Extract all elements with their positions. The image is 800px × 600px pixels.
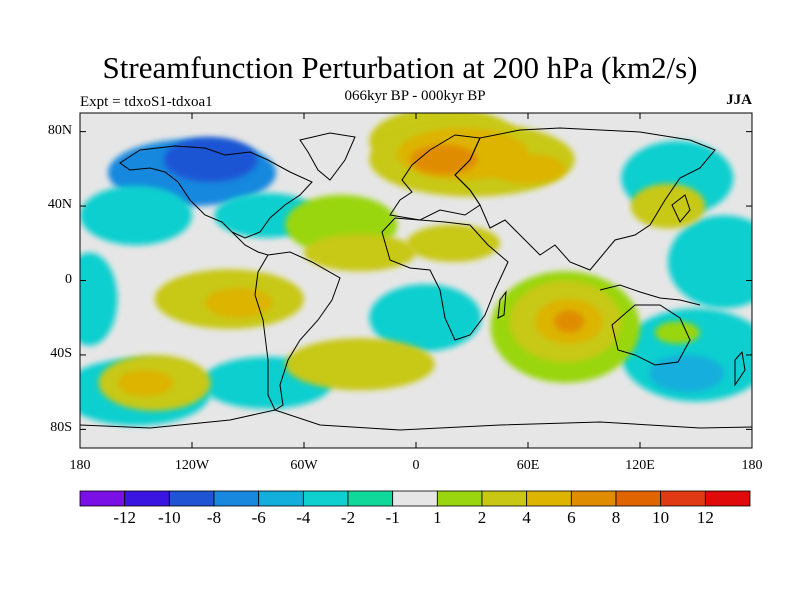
colorbar-swatch xyxy=(124,490,170,507)
field-blob xyxy=(406,224,501,262)
colorbar-swatch xyxy=(436,490,483,507)
coast-africa xyxy=(381,217,509,341)
colorbar-swatch xyxy=(704,490,751,507)
field-blob xyxy=(164,137,258,182)
colorbar-swatch xyxy=(615,490,662,507)
colorbar-swatch xyxy=(526,490,572,507)
field-blob xyxy=(304,233,416,272)
field-blob xyxy=(285,338,435,391)
lon-tick-label: 120E xyxy=(625,458,655,473)
colorbar-label: -6 xyxy=(251,508,266,527)
colorbar-label: 4 xyxy=(522,508,531,527)
colorbar-label: 2 xyxy=(477,508,487,527)
field-blob xyxy=(554,310,584,333)
coast-indonesia xyxy=(599,284,701,306)
coast-australia xyxy=(611,304,691,366)
colorbar-label: -10 xyxy=(157,508,181,527)
coast-new-zealand xyxy=(734,350,746,387)
season-label: JJA xyxy=(726,92,752,108)
colorbar-swatch xyxy=(79,490,126,507)
field-blob xyxy=(654,321,700,344)
colorbar xyxy=(79,490,751,507)
field-blob xyxy=(80,185,192,246)
colorbar-swatch xyxy=(481,490,528,507)
lat-tick-label: 40S xyxy=(50,345,72,361)
map-subtitle: 066kyr BP - 000kyr BP xyxy=(344,88,486,104)
field-layer xyxy=(80,113,752,448)
field-blob xyxy=(369,284,482,352)
lat-tick-label: 40N xyxy=(47,197,72,213)
field-contours xyxy=(80,113,752,426)
coast-antarctica xyxy=(80,409,752,431)
colorbar-swatch xyxy=(570,490,617,507)
field-blob xyxy=(490,153,566,184)
field-blob xyxy=(80,252,118,346)
field-blob xyxy=(205,287,273,318)
coastlines xyxy=(80,127,752,431)
field-blob xyxy=(410,144,478,175)
colorbar-swatch xyxy=(392,490,438,507)
lon-tick-label: 60E xyxy=(516,458,540,473)
colorbar-label: -8 xyxy=(206,508,222,527)
map-title: Streamfunction Perturbation at 200 hPa (… xyxy=(102,50,698,85)
colorbar-swatch xyxy=(302,490,349,507)
colorbar-label: -12 xyxy=(113,508,136,527)
colorbar-label: -1 xyxy=(385,508,400,527)
colorbar-label: 12 xyxy=(696,508,714,527)
colorbar-swatch xyxy=(347,490,394,507)
field-blob xyxy=(649,354,725,393)
colorbar-swatch xyxy=(168,490,215,507)
coast-central-america xyxy=(231,231,269,256)
colorbar-label: 1 xyxy=(433,508,442,527)
colorbar-label: -2 xyxy=(340,508,356,527)
field-blob xyxy=(668,215,752,309)
coast-greenland xyxy=(299,132,356,181)
colorbar-swatch xyxy=(258,490,304,507)
colorbar-swatch xyxy=(213,490,260,507)
colorbar-swatch xyxy=(660,490,706,507)
coast-madagascar xyxy=(497,290,507,319)
lat-tick-label: 80N xyxy=(47,122,72,138)
colorbar-label: 6 xyxy=(567,508,576,527)
colorbar-label: 10 xyxy=(652,508,670,527)
colorbar-label: 8 xyxy=(611,508,621,527)
coast-north-america xyxy=(119,145,313,239)
lat-tick-label: 80S xyxy=(50,420,72,436)
lat-tick-label: 0 xyxy=(65,271,72,287)
axis-ticks xyxy=(79,113,753,448)
lon-tick-label: 180 xyxy=(69,458,91,473)
experiment-label: Expt = tdxoS1-tdxoa1 xyxy=(80,94,213,110)
lon-tick-label: 60W xyxy=(290,458,318,473)
coast-south-america xyxy=(254,251,341,411)
field-blob xyxy=(630,183,706,229)
lon-tick-label: 0 xyxy=(412,458,420,473)
lon-tick-label: 120W xyxy=(174,458,210,473)
lon-tick-label: 180 xyxy=(741,458,763,473)
colorbar-label: -4 xyxy=(296,508,311,527)
coast-japan xyxy=(671,194,691,223)
field-blob xyxy=(117,369,174,396)
coast-asia xyxy=(454,127,716,271)
